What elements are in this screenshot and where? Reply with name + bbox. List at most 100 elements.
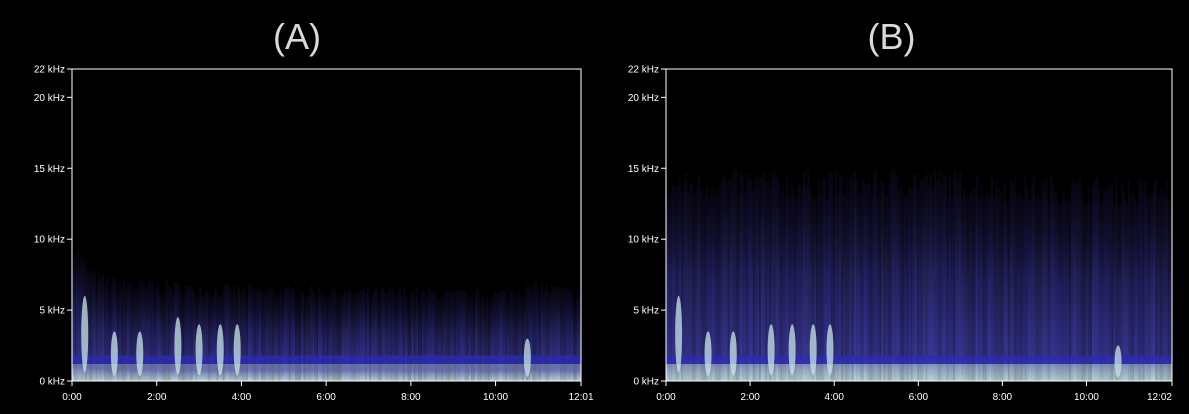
spectrogram-column bbox=[929, 174, 932, 381]
spectrogram-column bbox=[904, 194, 907, 381]
spectrogram-column bbox=[1022, 198, 1025, 381]
spectrogram-column bbox=[714, 190, 717, 381]
bright-burst bbox=[523, 338, 531, 377]
spectrogram-column bbox=[356, 292, 359, 381]
spectrogram-column bbox=[1011, 182, 1015, 381]
spectrogram-column bbox=[337, 299, 340, 381]
spectrogram-column bbox=[472, 300, 476, 381]
spectrogram-column bbox=[214, 287, 217, 381]
spectrogram-column bbox=[775, 176, 779, 381]
spectrogram-column bbox=[360, 289, 363, 381]
spectrogram-column bbox=[773, 169, 776, 381]
spectrogram-column bbox=[1136, 202, 1139, 381]
spectrogram-column bbox=[786, 175, 789, 381]
spectrogram-column bbox=[689, 182, 692, 381]
spectrogram-column bbox=[857, 193, 861, 381]
spectrogram-column bbox=[110, 283, 113, 381]
spectrogram-column bbox=[1159, 189, 1162, 381]
spectrogram-column bbox=[419, 292, 423, 381]
spectrogram-column bbox=[428, 288, 431, 381]
spectrogram-column bbox=[893, 169, 897, 381]
spectrogram-column bbox=[351, 294, 355, 381]
spectrogram-column bbox=[184, 287, 187, 381]
spectrogram-column bbox=[527, 285, 531, 381]
spectrogram-column bbox=[1013, 174, 1017, 381]
y-tick-label: 20 kHz bbox=[628, 93, 659, 104]
spectrogram-column bbox=[1146, 197, 1150, 381]
spectrogram-column bbox=[271, 288, 274, 381]
spectrogram-column bbox=[1148, 194, 1152, 381]
spectrogram-column bbox=[954, 169, 958, 381]
spectrogram-column bbox=[468, 299, 472, 381]
spectrogram-column bbox=[326, 296, 329, 381]
spectrogram-column bbox=[122, 278, 126, 381]
spectrogram-column bbox=[231, 294, 234, 381]
spectrogram-column bbox=[670, 188, 673, 381]
spectrogram-column bbox=[108, 287, 111, 381]
spectrogram-column bbox=[777, 181, 781, 381]
x-tick-label: 12:02 bbox=[1147, 392, 1172, 403]
spectrogram-column bbox=[447, 289, 450, 381]
x-tick-label: 6:00 bbox=[316, 392, 336, 403]
spectrogram-column bbox=[430, 293, 433, 381]
spectrogram-column bbox=[150, 283, 153, 381]
spectrogram-column bbox=[902, 192, 905, 381]
spectrogram-column bbox=[464, 290, 467, 381]
spectrogram-column bbox=[807, 169, 810, 381]
spectrogram-column bbox=[727, 177, 730, 381]
spectrogram-column bbox=[1020, 196, 1023, 381]
spectrogram-column bbox=[141, 280, 145, 381]
spectrogram-column bbox=[697, 172, 701, 381]
spectrogram-column bbox=[988, 195, 991, 381]
spectrogram-column bbox=[1098, 188, 1101, 381]
spectrogram-column bbox=[878, 182, 882, 381]
x-tick-label: 2:00 bbox=[740, 392, 760, 403]
spectrogram-column bbox=[377, 297, 380, 381]
spectrogram-column bbox=[845, 176, 848, 381]
spectrogram-column bbox=[188, 286, 192, 381]
spectrogram-column bbox=[103, 282, 107, 381]
bright-burst bbox=[767, 324, 775, 376]
spectrogram-column bbox=[900, 182, 903, 381]
spectrogram-column bbox=[1153, 180, 1156, 381]
spectrogram-column bbox=[1028, 199, 1032, 381]
spectrogram-column bbox=[672, 185, 675, 381]
spectrogram-column bbox=[362, 288, 365, 381]
spectrogram-column bbox=[1112, 203, 1116, 381]
spectrogram-column bbox=[165, 280, 168, 381]
spectrogram-column bbox=[826, 199, 829, 381]
spectrogram-column bbox=[851, 179, 854, 381]
spectrogram-column bbox=[371, 295, 374, 381]
spectrogram-column bbox=[1134, 196, 1137, 381]
spectrogram-column bbox=[381, 287, 385, 381]
spectrogram-column bbox=[135, 288, 139, 381]
spectrogram-column bbox=[733, 169, 736, 381]
spectrogram-column bbox=[345, 293, 349, 381]
spectrogram-column bbox=[453, 290, 457, 381]
spectrogram-column bbox=[332, 285, 336, 381]
x-tick-label: 4:00 bbox=[232, 392, 252, 403]
spectrogram-column bbox=[154, 289, 158, 381]
spectrogram-column bbox=[455, 289, 459, 381]
spectrogram-column bbox=[1003, 183, 1006, 381]
spectrogram-column bbox=[666, 176, 669, 381]
spectrogram-column bbox=[716, 194, 720, 381]
spectrogram-column bbox=[139, 279, 143, 381]
spectrogram-column bbox=[504, 289, 508, 381]
spectrogram-column bbox=[948, 175, 951, 381]
spectrogram-column bbox=[91, 271, 94, 381]
spectrogram-column bbox=[687, 190, 690, 381]
spectrogram-column bbox=[767, 179, 770, 381]
spectrogram-column bbox=[398, 288, 402, 381]
spectrogram-column bbox=[383, 291, 387, 381]
spectrogram-column bbox=[88, 268, 92, 381]
spectrogram-chart-a: 0 kHz 5 kHz 10 kHz 15 kHz 20 kHz 22 kHz 0:00 2:… bbox=[34, 65, 594, 404]
spectrogram-column bbox=[1064, 199, 1067, 381]
spectrogram-column bbox=[999, 190, 1002, 381]
spectrogram-column bbox=[1140, 178, 1143, 381]
spectrogram-column bbox=[959, 171, 962, 381]
spectrogram-column bbox=[712, 195, 715, 381]
spectrogram-column bbox=[315, 298, 319, 381]
spectrogram-energy bbox=[72, 250, 582, 381]
spectrogram-column bbox=[498, 293, 501, 381]
